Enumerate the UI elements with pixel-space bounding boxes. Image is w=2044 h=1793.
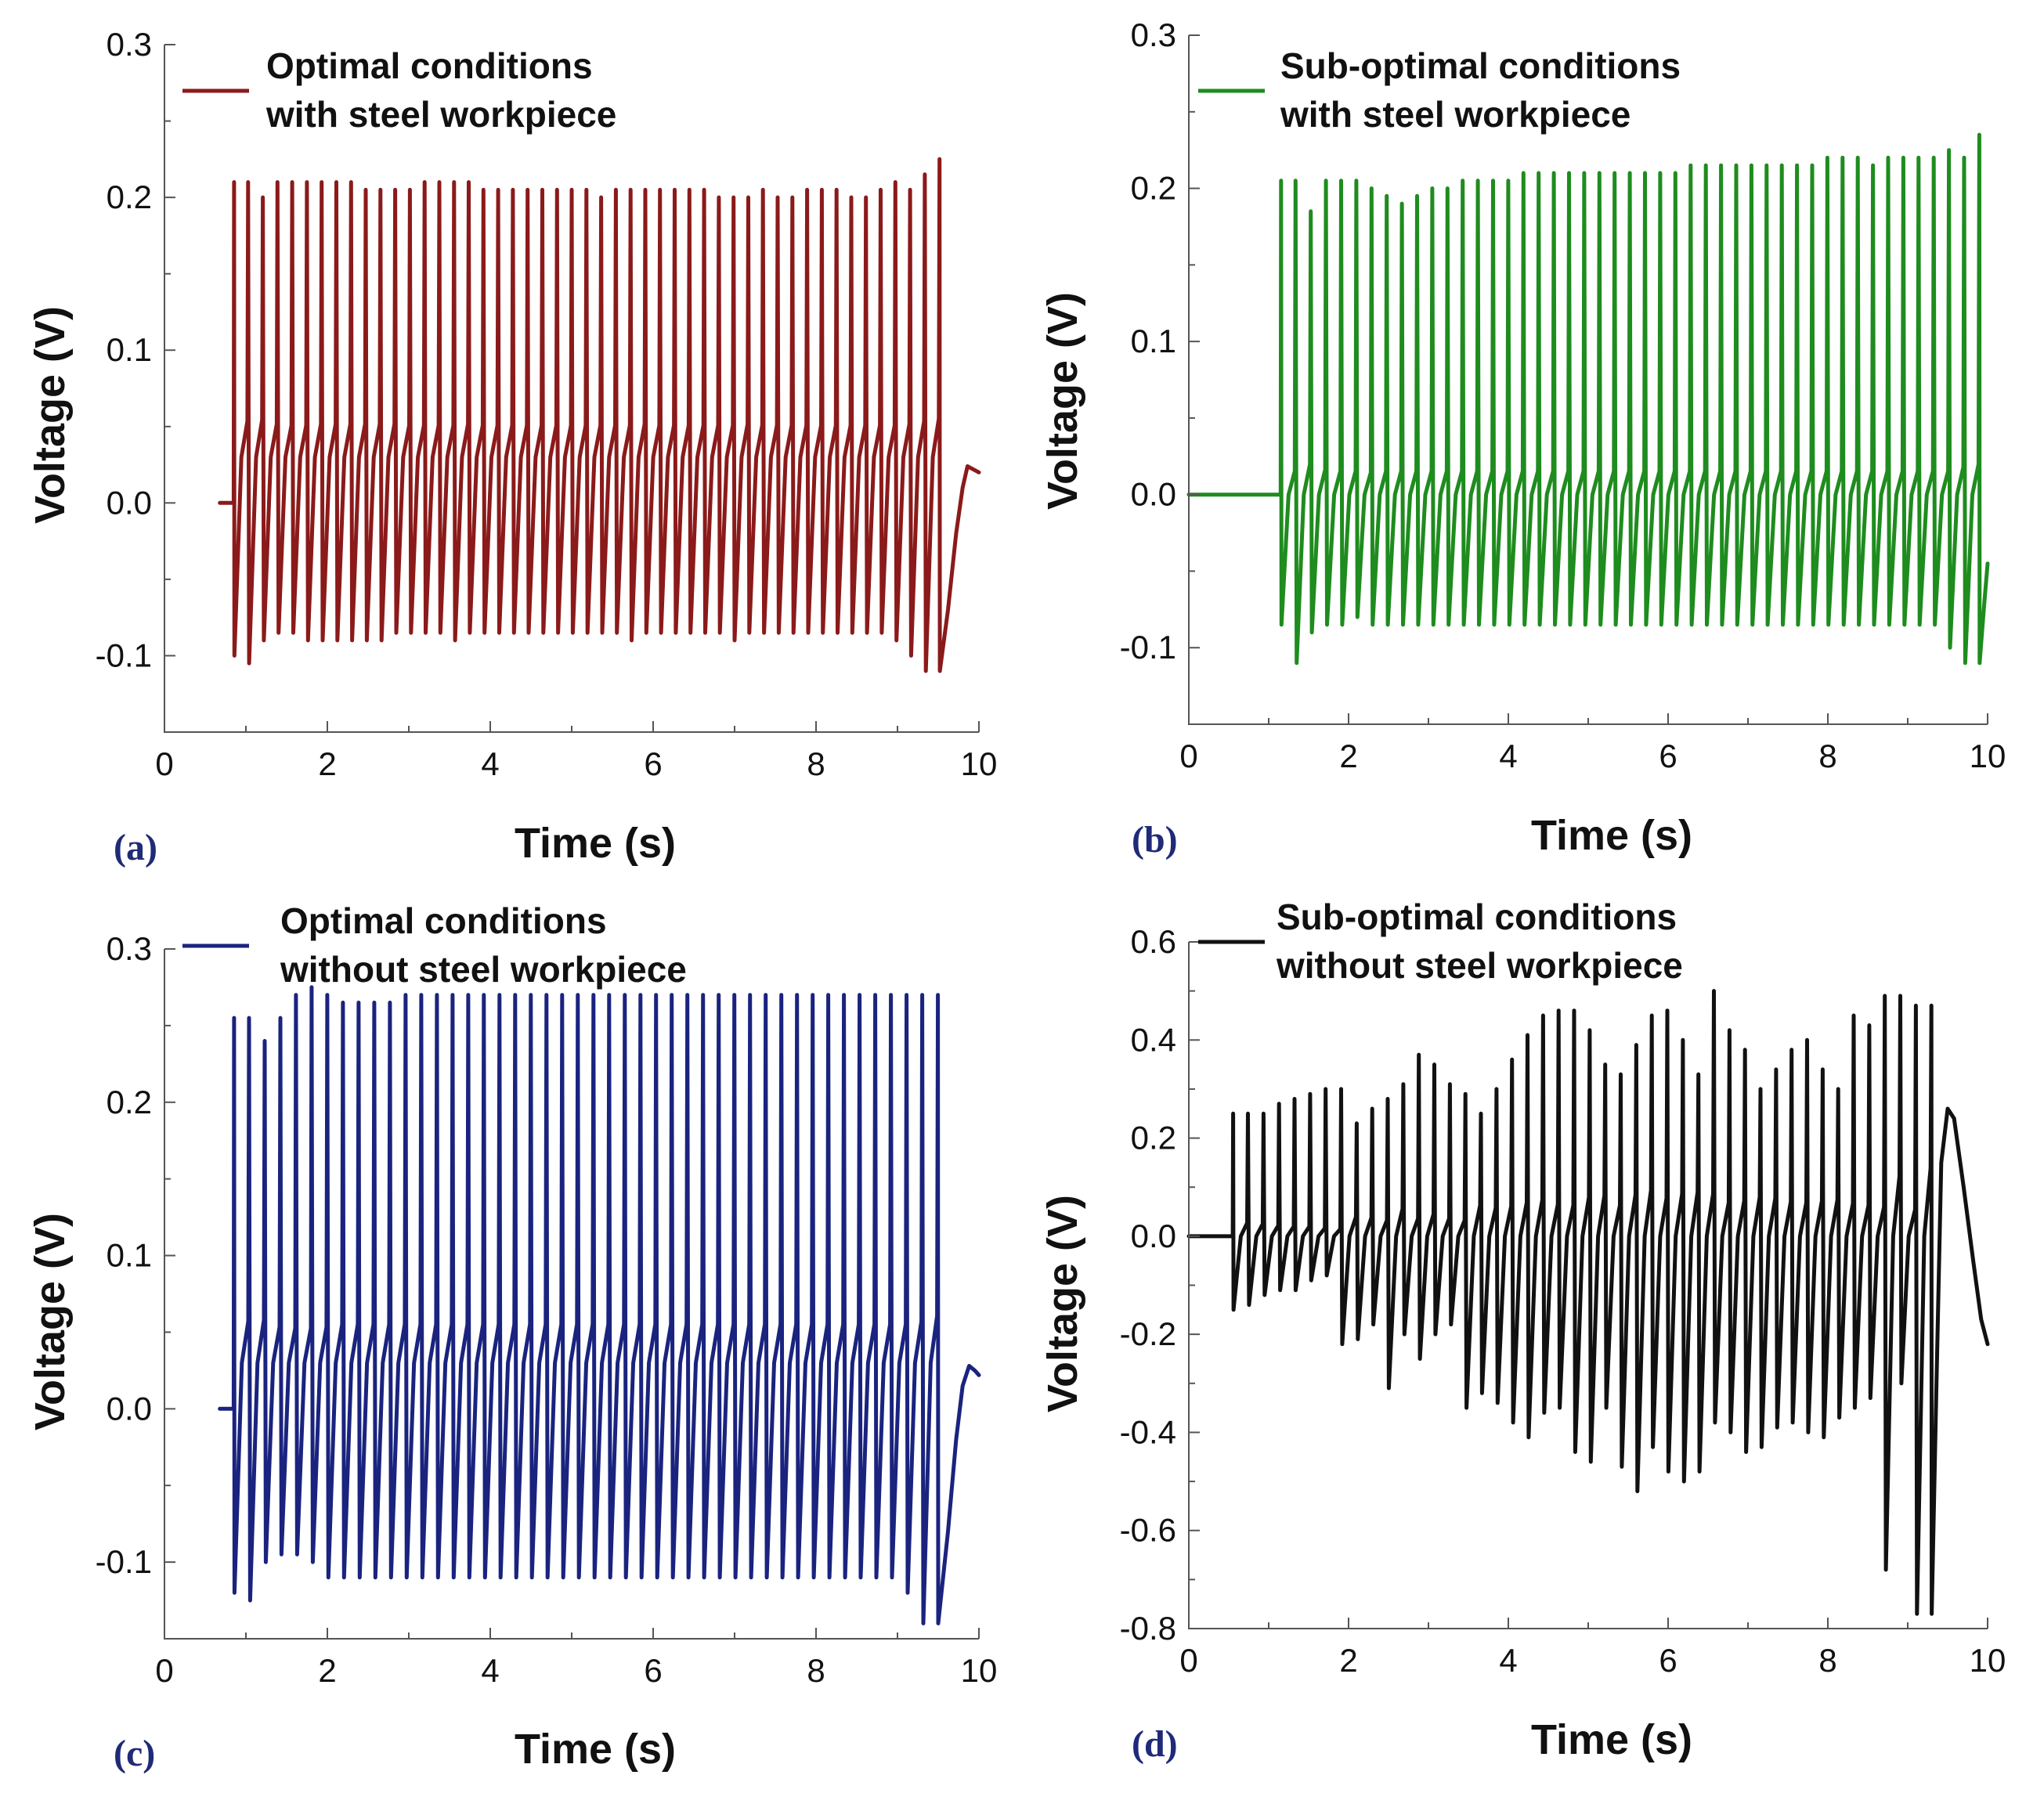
panel-c-x-tick-label: 6 [644, 1652, 662, 1689]
panel-d-y-axis-title: Voltage (V) [1039, 1195, 1086, 1412]
panel-c-y-tick-label: -0.1 [96, 1543, 152, 1580]
panel-c-series-line [218, 985, 981, 1625]
panel-a-legend-line-2: with steel workpiece [265, 94, 616, 135]
panel-c-legend-line-2: without steel workpiece [280, 949, 687, 990]
panel-b: 0 2 4 6 8 10 -0.1 0.0 0.1 0.2 0.3 Time (s) Voltag… [1039, 16, 2006, 860]
panel-b-x-tick-label: 6 [1659, 738, 1677, 774]
panel-d-y-ticks: -0.8 -0.6 -0.4 -0.2 0.0 0.2 0.4 0.6 [1120, 923, 1200, 1647]
panel-b-y-tick-label: -0.1 [1120, 629, 1176, 666]
panel-c-y-axis-title: Voltage (V) [27, 1213, 74, 1430]
panel-b-legend: Sub-optimal conditions with steel workpi… [1198, 45, 1681, 135]
panel-d-x-tick-label: 6 [1659, 1642, 1677, 1679]
panel-d-label: (d) [1132, 1723, 1178, 1765]
panel-b-y-tick-label: 0.1 [1131, 323, 1176, 359]
panel-a-x-tick-label: 6 [644, 745, 662, 782]
panel-d-series-line [1186, 989, 1990, 1616]
panel-d-x-ticks: 0 2 4 6 8 10 [1179, 1618, 2006, 1679]
panel-c-x-tick-label: 8 [807, 1652, 825, 1689]
panel-b-x-tick-label: 8 [1818, 738, 1836, 774]
panel-d-x-tick-label: 10 [1970, 1642, 2006, 1679]
panel-d-x-tick-label: 4 [1499, 1642, 1517, 1679]
panel-b-label: (b) [1132, 819, 1178, 860]
panel-d-legend: Sub-optimal conditions without steel wor… [1198, 896, 1683, 986]
panel-c-x-tick-label: 4 [481, 1652, 499, 1689]
panel-a-x-axis-title: Time (s) [515, 820, 676, 867]
panel-a-y-axis-title: Voltage (V) [27, 306, 74, 524]
panel-a-y-tick-label: 0.2 [107, 179, 152, 215]
panel-b-legend-line-1: Sub-optimal conditions [1280, 45, 1681, 86]
panel-d-x-axis-title: Time (s) [1531, 1716, 1692, 1763]
panel-a-x-ticks: 0 2 4 6 8 10 [155, 721, 997, 782]
panel-d-y-tick-label: 0.2 [1131, 1120, 1176, 1156]
panel-c-x-tick-label: 2 [318, 1652, 336, 1689]
panel-c-x-axis-title: Time (s) [515, 1726, 676, 1773]
panel-b-x-tick-label: 4 [1499, 738, 1517, 774]
panel-c-x-tick-label: 10 [961, 1652, 998, 1689]
panel-b-y-ticks: -0.1 0.0 0.1 0.2 0.3 [1120, 16, 1200, 725]
panel-a-x-tick-label: 0 [155, 745, 173, 782]
panel-b-x-tick-label: 2 [1339, 738, 1357, 774]
panel-c-x-ticks: 0 2 4 6 8 10 [155, 1628, 997, 1689]
panel-d-y-tick-label: -0.8 [1120, 1610, 1176, 1647]
panel-d-x-tick-label: 2 [1339, 1642, 1357, 1679]
panel-b-x-axis-title: Time (s) [1531, 812, 1692, 859]
panel-c-x-tick-label: 0 [155, 1652, 173, 1689]
panel-a-x-tick-label: 2 [318, 745, 336, 782]
panel-c: 0 2 4 6 8 10 -0.1 0.0 0.1 0.2 0.3 Time (s) Voltag… [27, 900, 997, 1774]
panel-c-label: (c) [114, 1733, 155, 1774]
panel-b-x-tick-label: 10 [1970, 738, 2006, 774]
panel-d-y-tick-label: -0.6 [1120, 1512, 1176, 1549]
panel-b-legend-line-2: with steel workpiece [1280, 94, 1631, 135]
panel-a-series-line-group [218, 157, 981, 673]
panel-d: 0 2 4 6 8 10 -0.8 -0.6 -0.4 -0.2 0.0 0.2 0.4 0.6 Tim… [1039, 896, 2006, 1765]
panel-b-y-axis-title: Voltage (V) [1039, 292, 1086, 510]
panel-d-y-tick-label: 0.4 [1131, 1021, 1176, 1058]
panel-c-series-line-group [218, 985, 981, 1625]
panel-a-x-tick-label: 8 [807, 745, 825, 782]
panel-d-series-line-group [1186, 989, 1990, 1616]
panel-a-y-tick-label: 0.3 [107, 26, 152, 63]
panel-a-series-line [218, 157, 981, 673]
panel-c-legend: Optimal conditions without steel workpie… [182, 900, 687, 990]
panel-a-legend: Optimal conditions with steel workpiece [182, 45, 616, 135]
panel-d-legend-line-2: without steel workpiece [1276, 945, 1683, 986]
panel-c-axes [164, 949, 979, 1640]
panel-d-y-tick-label: 0.6 [1131, 923, 1176, 960]
panel-d-x-tick-label: 0 [1179, 1642, 1197, 1679]
panel-c-y-tick-label: 0.1 [107, 1237, 152, 1274]
panel-d-y-tick-label: -0.2 [1120, 1315, 1176, 1352]
panel-a-y-tick-label: 0.1 [107, 331, 152, 368]
panel-b-x-ticks: 0 2 4 6 8 10 [1179, 713, 2006, 774]
panel-d-y-tick-label: 0.0 [1131, 1218, 1176, 1254]
panel-d-x-tick-label: 8 [1818, 1642, 1836, 1679]
panel-a-y-tick-label: 0.0 [107, 484, 152, 521]
panel-d-legend-line-1: Sub-optimal conditions [1277, 896, 1677, 937]
panel-a-x-tick-label: 4 [481, 745, 499, 782]
panel-a: 0 2 4 6 8 10 -0.1 0.0 0.1 0.2 0.3 Time (s) Voltag… [27, 26, 997, 868]
panel-b-series-line-group [1186, 132, 1990, 666]
panel-b-y-tick-label: 0.2 [1131, 170, 1176, 207]
panel-d-y-tick-label: -0.4 [1120, 1413, 1176, 1450]
panel-c-y-tick-label: 0.0 [107, 1390, 152, 1427]
panel-c-y-tick-label: 0.3 [107, 930, 152, 967]
panel-b-y-tick-label: 0.0 [1131, 476, 1176, 513]
panel-c-legend-line-1: Optimal conditions [280, 900, 607, 941]
panel-a-label: (a) [114, 827, 157, 868]
panel-b-series-line [1186, 132, 1990, 666]
panel-a-y-ticks: -0.1 0.0 0.1 0.2 0.3 [96, 26, 175, 733]
panel-b-y-tick-label: 0.3 [1131, 16, 1176, 53]
panel-c-y-tick-label: 0.2 [107, 1084, 152, 1120]
panel-c-y-ticks: -0.1 0.0 0.1 0.2 0.3 [96, 930, 175, 1640]
panel-a-y-tick-label: -0.1 [96, 637, 152, 673]
panel-a-x-tick-label: 10 [961, 745, 998, 782]
panel-a-legend-line-1: Optimal conditions [266, 45, 593, 86]
panel-b-x-tick-label: 0 [1179, 738, 1197, 774]
